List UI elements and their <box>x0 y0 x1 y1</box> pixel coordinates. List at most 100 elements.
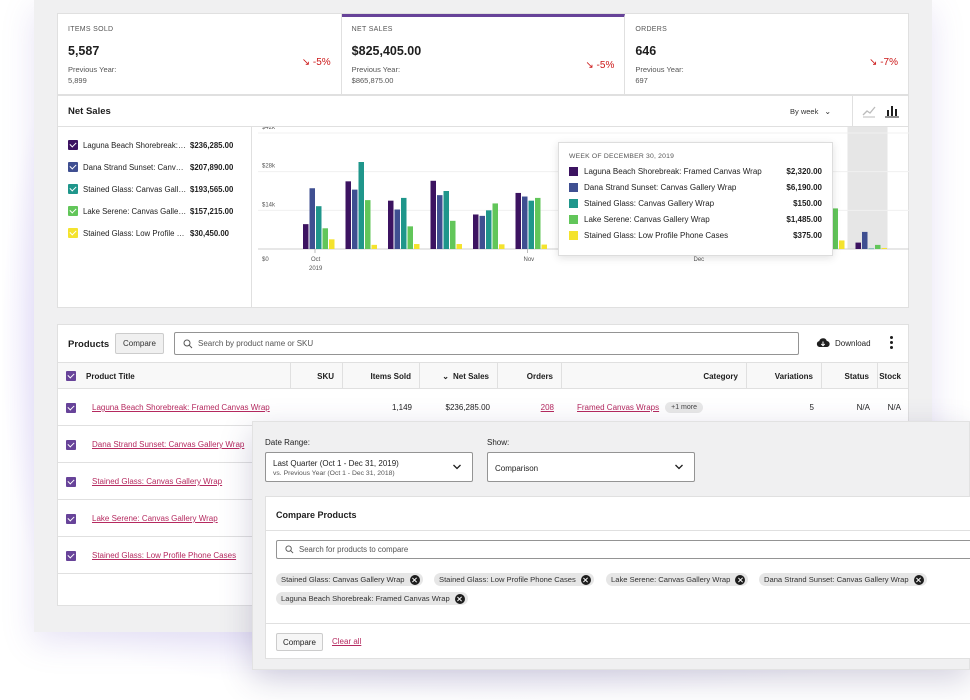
compare-search-input[interactable]: Search for products to compare <box>276 540 970 559</box>
chart-bar <box>407 226 413 249</box>
stat-delta: ↘ -5% <box>301 57 331 68</box>
category-link[interactable]: Framed Canvas Wraps <box>577 403 660 412</box>
product-title-cell: Stained Glass: Low Profile Phone Cases <box>92 537 236 574</box>
show-select[interactable]: Comparison <box>487 452 695 482</box>
column-label: Orders <box>526 371 553 381</box>
product-chip[interactable]: Dana Strand Sunset: Canvas Gallery Wrap <box>759 573 927 586</box>
x-tick-sublabel: 2019 <box>309 266 323 272</box>
y-tick-label: $28k <box>262 164 276 170</box>
swatch-icon <box>569 167 578 176</box>
remove-icon[interactable] <box>580 574 591 585</box>
swatch-icon <box>569 231 578 240</box>
product-link[interactable]: Lake Serene: Canvas Gallery Wrap <box>92 514 218 523</box>
chart-bar <box>437 195 443 249</box>
legend-item[interactable]: Stained Glass: Low Profile Phone Cases $… <box>68 227 248 239</box>
column-header-net-sales[interactable]: ⌄ Net Sales <box>420 363 498 389</box>
stat-items-sold[interactable]: ITEMS SOLD 5,587 ↘ -5% Previous Year: 5,… <box>58 14 342 94</box>
legend-value: $30,450.00 <box>190 228 230 238</box>
select-all-checkbox[interactable] <box>66 371 76 381</box>
chart-bar <box>528 200 534 249</box>
stat-delta: ↘ -5% <box>585 60 615 71</box>
clear-all-link[interactable]: Clear all <box>332 637 362 646</box>
chart-bar <box>309 188 315 249</box>
legend-item[interactable]: Lake Serene: Canvas Gallery Wrap $157,21… <box>68 205 248 217</box>
checkbox-icon[interactable] <box>66 550 76 561</box>
more-menu-icon[interactable] <box>890 336 894 351</box>
chart-bar <box>875 244 881 249</box>
row-checkbox[interactable] <box>66 500 76 537</box>
category-cell: Framed Canvas Wraps +1 more <box>577 389 703 426</box>
chart-bar <box>329 239 335 249</box>
tooltip-value: $1,485.00 <box>786 215 822 224</box>
product-link[interactable]: Dana Strand Sunset: Canvas Gallery Wrap <box>92 440 245 449</box>
stat-prev-value: 5,899 <box>68 76 87 85</box>
bar-chart-icon[interactable] <box>885 104 899 118</box>
stat-value: 646 <box>635 44 657 58</box>
chart-bar <box>473 214 479 249</box>
remove-icon[interactable] <box>913 574 924 585</box>
download-button[interactable]: Download <box>816 337 871 349</box>
compare-submit-button[interactable]: Compare <box>276 633 323 651</box>
stat-prev-value: 697 <box>635 76 648 85</box>
line-chart-icon[interactable] <box>862 104 876 118</box>
checkbox-icon[interactable] <box>66 439 76 450</box>
chart-bar <box>388 200 394 249</box>
checkbox-icon[interactable] <box>68 228 78 238</box>
legend-value: $193,565.00 <box>190 184 234 194</box>
product-chip[interactable]: Stained Glass: Low Profile Phone Cases <box>434 573 594 586</box>
chart-bar <box>322 228 328 249</box>
remove-icon[interactable] <box>454 593 465 604</box>
interval-label: By week <box>790 107 819 116</box>
remove-icon[interactable] <box>409 574 420 585</box>
interval-select[interactable]: By week ⌄ <box>790 107 831 116</box>
search-icon <box>183 339 193 348</box>
column-header-sku[interactable]: SKU <box>291 363 343 389</box>
download-label: Download <box>835 338 871 348</box>
product-link[interactable]: Stained Glass: Canvas Gallery Wrap <box>92 477 223 486</box>
remove-icon[interactable] <box>735 574 746 585</box>
product-chip[interactable]: Laguna Beach Shorebreak: Framed Canvas W… <box>276 592 468 605</box>
tooltip-row: Lake Serene: Canvas Gallery Wrap $1,485.… <box>569 215 822 224</box>
more-categories-chip[interactable]: +1 more <box>665 402 703 413</box>
show-value: Comparison <box>495 464 539 473</box>
checkbox-icon[interactable] <box>68 184 78 194</box>
row-checkbox[interactable] <box>66 537 76 574</box>
column-header-title[interactable]: Product Title <box>58 363 291 389</box>
chart-bar <box>430 180 436 249</box>
chart-bar <box>316 206 322 249</box>
product-chip[interactable]: Stained Glass: Canvas Gallery Wrap <box>276 573 423 586</box>
column-header-items-sold[interactable]: Items Sold <box>343 363 420 389</box>
checkbox-icon[interactable] <box>66 513 76 524</box>
column-header-variations[interactable]: Variations <box>747 363 822 389</box>
column-header-category[interactable]: Category <box>562 363 747 389</box>
product-link[interactable]: Laguna Beach Shorebreak: Framed Canvas W… <box>92 403 270 412</box>
product-search-input[interactable]: Search by product name or SKU <box>174 332 799 355</box>
variations-cell: 5 <box>809 403 814 412</box>
y-tick-label: $42k <box>262 127 276 131</box>
summary-numbers: ITEMS SOLD 5,587 ↘ -5% Previous Year: 5,… <box>57 13 909 95</box>
product-chip[interactable]: Lake Serene: Canvas Gallery Wrap <box>606 573 749 586</box>
tooltip-value: $150.00 <box>793 199 822 208</box>
orders-link[interactable]: 208 <box>540 403 554 412</box>
product-link[interactable]: Stained Glass: Low Profile Phone Cases <box>92 551 237 560</box>
compare-button[interactable]: Compare <box>115 333 164 354</box>
checkbox-icon[interactable] <box>66 402 76 413</box>
checkbox-icon[interactable] <box>68 162 78 172</box>
stat-delta-value: -5% <box>596 60 615 71</box>
column-header-orders[interactable]: Orders <box>498 363 562 389</box>
row-checkbox[interactable] <box>66 389 76 426</box>
legend-item[interactable]: Dana Strand Sunset: Canvas Gallery Wrap … <box>68 161 248 173</box>
checkbox-icon[interactable] <box>68 206 78 216</box>
row-checkbox[interactable] <box>66 463 76 500</box>
checkbox-icon[interactable] <box>68 140 78 150</box>
column-header-status[interactable]: Status <box>822 363 878 389</box>
stat-orders[interactable]: ORDERS 646 ↘ -7% Previous Year: 697 <box>625 14 908 94</box>
checkbox-icon[interactable] <box>66 476 76 487</box>
row-checkbox[interactable] <box>66 426 76 463</box>
legend-item[interactable]: Laguna Beach Shorebreak: Framed Canvas W… <box>68 139 248 151</box>
date-range-select[interactable]: Last Quarter (Oct 1 - Dec 31, 2019) vs. … <box>265 452 473 482</box>
legend-name: Lake Serene: Canvas Gallery Wrap <box>83 206 187 216</box>
column-header-stock[interactable]: Stock <box>878 363 909 389</box>
legend-item[interactable]: Stained Glass: Canvas Gallery Wrap $193,… <box>68 183 248 195</box>
stat-net-sales[interactable]: NET SALES $825,405.00 ↘ -5% Previous Yea… <box>341 14 626 94</box>
